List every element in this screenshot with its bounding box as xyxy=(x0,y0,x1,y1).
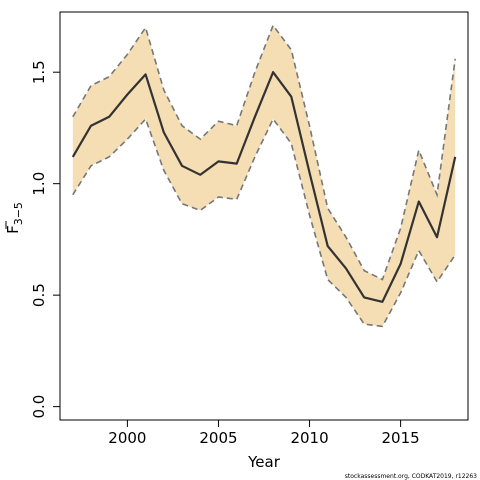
y-axis-title-main: F xyxy=(4,225,22,234)
y-axis-title: F3−5 xyxy=(4,202,25,234)
y-tick-label: 1.0 xyxy=(30,172,48,196)
series-lower-bound-line xyxy=(72,117,456,328)
plot-area: 2000 2005 2010 2015 0.0 0.5 1.0 1.5 xyxy=(30,11,469,447)
series-estimate-line xyxy=(71,71,457,303)
y-tick-label: 0.0 xyxy=(30,395,48,419)
y-tick-label: 1.5 xyxy=(30,60,48,84)
credit-text: stockassessment.org, CODKAT2019, r12263 xyxy=(345,473,477,480)
x-tick-label: 2005 xyxy=(199,429,237,447)
series-upper-bound-line xyxy=(72,23,456,281)
x-tick-label: 2010 xyxy=(290,429,328,447)
y-tick-label: 0.5 xyxy=(30,283,48,307)
svg-text:F3−5: F3−5 xyxy=(4,202,25,234)
y-axis-title-subscript: 3−5 xyxy=(12,202,25,225)
x-tick-label: 2000 xyxy=(108,429,146,447)
plot-frame xyxy=(59,11,469,421)
x-axis-title: Year xyxy=(247,453,281,471)
x-tick-label: 2015 xyxy=(382,429,420,447)
